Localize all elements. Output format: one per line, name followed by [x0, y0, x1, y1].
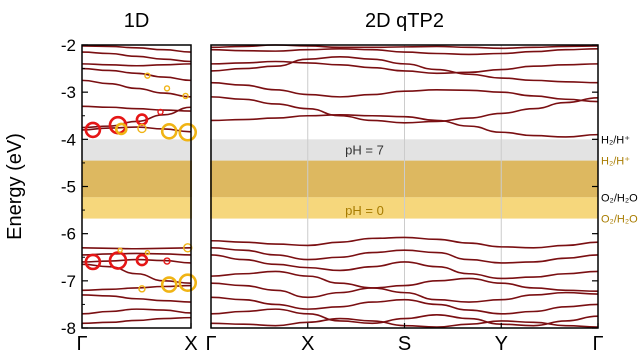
orange-circle: [137, 123, 147, 134]
y-tick-label: -2: [61, 36, 76, 55]
panel-2d-qtp2: Γ X S Y Γ 2D qTP2: [205, 10, 603, 354]
orange-circle: [117, 247, 123, 253]
orange-circle: [178, 122, 198, 142]
orange-circle: [138, 285, 146, 293]
y-axis-label: Energy (eV): [4, 133, 26, 240]
reference-labels: H₂/H⁺ H₂/H⁺ O₂/H₂O O₂/H₂O: [601, 134, 638, 225]
band-line: [81, 105, 192, 112]
y-tick-label: -7: [61, 272, 76, 291]
reference-label: O₂/H₂O: [601, 214, 638, 226]
band-line: [81, 51, 192, 63]
y-tick-label: -8: [61, 319, 76, 338]
orange-circle: [182, 92, 189, 100]
band-line: [81, 63, 192, 67]
panel-title: 2D qTP2: [365, 10, 444, 32]
band-line: [81, 263, 192, 284]
orange-circle: [160, 276, 178, 293]
band-gold-upper: [82, 160, 598, 198]
orange-circle: [114, 122, 128, 136]
band-line: [210, 55, 599, 84]
band-line: [210, 81, 599, 103]
ph0-label: pH = 0: [345, 203, 384, 218]
band-gray: [82, 139, 598, 161]
band-line: [81, 45, 192, 53]
red-circle: [163, 257, 171, 265]
orange-circle: [163, 85, 171, 92]
red-circle: [157, 108, 164, 116]
band-line: [81, 79, 192, 98]
panel-title: 1D: [124, 10, 150, 32]
x-tick-label: Γ: [205, 333, 216, 354]
red-circle: [84, 121, 102, 139]
reference-label: O₂/H₂O: [601, 192, 638, 204]
band-line: [81, 294, 192, 303]
panel-gap: [192, 43, 210, 330]
band-gold-lower: [82, 197, 598, 219]
x-tick-label: Y: [495, 333, 508, 354]
orange-circle: [178, 273, 198, 293]
band-line: [210, 308, 599, 327]
red-circle: [135, 253, 149, 267]
ph7-label: pH = 7: [345, 143, 384, 158]
band-line: [210, 236, 599, 249]
band-line: [81, 252, 192, 256]
y-tick-label: -3: [61, 83, 76, 102]
red-circle: [84, 253, 102, 271]
y-tick-label: -6: [61, 225, 76, 244]
band-line: [210, 60, 599, 75]
band-line: [210, 270, 599, 293]
band-line: [210, 296, 599, 315]
y-axis: -8 -7 -6 -5 -4 -3 -2 Energy (eV): [4, 36, 598, 338]
band-line: [81, 308, 192, 315]
band-line: [210, 254, 599, 280]
orange-circle: [144, 249, 151, 256]
orange-circle: [160, 123, 178, 140]
x-tick-label: Γ: [592, 333, 603, 354]
orange-circle: [144, 72, 151, 79]
x-tick-label: X: [184, 333, 197, 354]
y-tick-label: -5: [61, 178, 76, 197]
x-tick-label: X: [301, 333, 314, 354]
panel-1d: Γ X 1D: [76, 10, 197, 354]
red-circle: [108, 251, 128, 270]
band-line: [81, 316, 192, 325]
band-line: [210, 114, 599, 138]
y-tick-label: -4: [61, 130, 76, 149]
band-line: [81, 247, 192, 250]
band-line: [81, 67, 192, 82]
x-tick-label: Γ: [76, 333, 87, 354]
band-line: [210, 96, 599, 124]
reference-label: H₂/H⁺: [601, 156, 630, 168]
band-line: [210, 282, 599, 303]
band-line: [210, 247, 599, 264]
reference-label: H₂/H⁺: [601, 134, 630, 146]
band-line: [81, 284, 192, 292]
band-line: [210, 47, 599, 56]
x-tick-label: S: [398, 333, 411, 354]
